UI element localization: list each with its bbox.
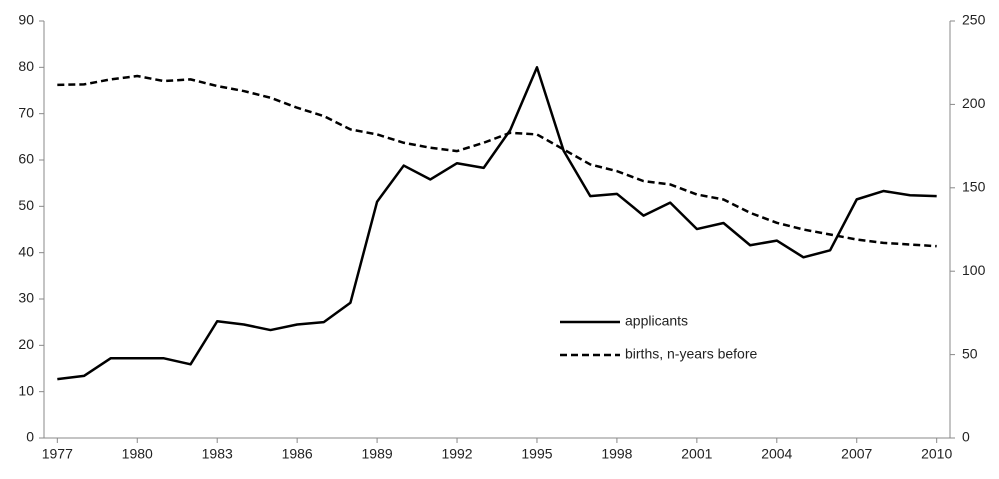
x-tick-label: 2004 [761, 446, 792, 462]
x-tick-label: 1980 [122, 446, 153, 462]
y2-tick-label: 0 [962, 429, 970, 445]
x-tick-label: 1992 [441, 446, 472, 462]
x-tick-label: 1977 [42, 446, 73, 462]
y-tick-label: 40 [18, 243, 34, 259]
legend-label: births, n-years before [625, 346, 757, 362]
x-tick-label: 2010 [921, 446, 952, 462]
legend-label: applicants [625, 313, 688, 329]
y2-tick-label: 150 [962, 179, 986, 195]
x-tick-label: 2007 [841, 446, 872, 462]
y-tick-label: 50 [18, 197, 34, 213]
y-tick-label: 70 [18, 104, 34, 120]
x-tick-label: 1983 [202, 446, 233, 462]
y-tick-label: 20 [18, 336, 34, 352]
y2-tick-label: 250 [962, 12, 986, 28]
y2-tick-label: 50 [962, 345, 978, 361]
y-tick-label: 90 [18, 12, 34, 28]
x-tick-label: 1995 [521, 446, 552, 462]
y2-tick-label: 200 [962, 95, 986, 111]
y-tick-label: 10 [18, 382, 34, 398]
x-tick-label: 1998 [601, 446, 632, 462]
y-tick-label: 60 [18, 151, 34, 167]
x-tick-label: 2001 [681, 446, 712, 462]
y-tick-label: 30 [18, 290, 34, 306]
series-line [57, 74, 937, 248]
y2-tick-label: 100 [962, 262, 986, 278]
y-tick-label: 0 [26, 429, 34, 445]
y-tick-label: 80 [18, 58, 34, 74]
series-line [57, 66, 937, 381]
x-tick-label: 1989 [362, 446, 393, 462]
x-tick-label: 1986 [282, 446, 313, 462]
